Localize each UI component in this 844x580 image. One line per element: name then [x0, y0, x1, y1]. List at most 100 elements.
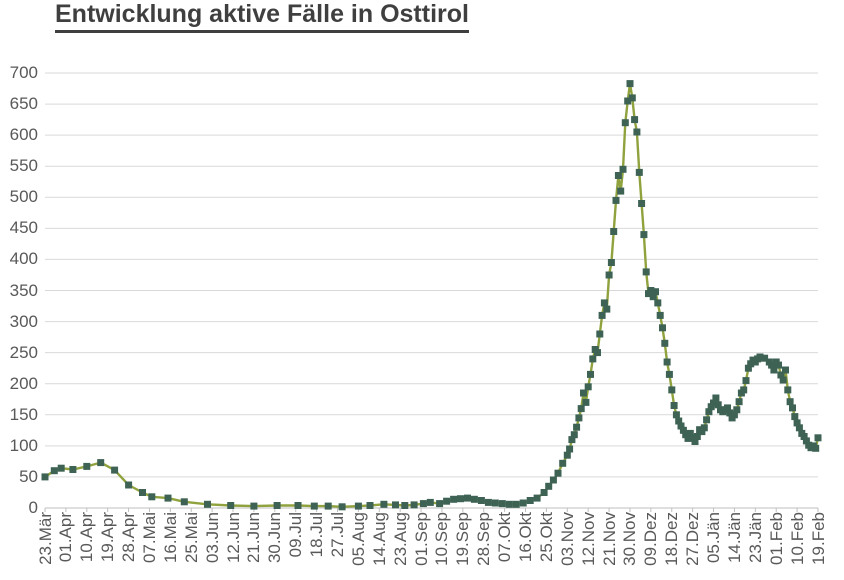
data-point-marker [294, 502, 302, 509]
data-point-marker [540, 489, 548, 496]
x-tick-label: 27.Jul [327, 512, 347, 558]
data-point-marker [577, 405, 585, 413]
data-point-marker [273, 502, 281, 509]
data-point-marker [663, 358, 671, 366]
data-point-marker [180, 498, 188, 506]
data-point-marker [712, 394, 720, 402]
data-point-marker [584, 383, 592, 391]
data-point-marker [563, 451, 571, 459]
data-point-marker [779, 376, 787, 384]
data-point-marker [795, 424, 803, 432]
data-point-marker [735, 398, 743, 406]
data-point-marker [410, 501, 418, 509]
data-point-marker [50, 467, 58, 475]
data-point-marker [125, 481, 133, 489]
data-point-marker [786, 398, 794, 406]
data-point-marker [111, 466, 119, 474]
data-point-marker [443, 497, 451, 505]
y-tick-label: 500 [9, 187, 38, 207]
data-point-marker [633, 128, 641, 136]
data-point-marker [139, 489, 146, 496]
data-point-marker [366, 502, 374, 509]
data-point-marker [324, 502, 332, 510]
data-point-marker [69, 466, 77, 473]
x-tick-label: 09.Jul [286, 512, 306, 558]
data-point-marker [635, 168, 643, 176]
data-point-marker [714, 401, 722, 409]
x-tick-label: 10.Apr [77, 512, 97, 563]
data-point-marker [802, 437, 810, 445]
data-point-marker [380, 500, 388, 508]
x-tick-label: 10.Feb [787, 512, 807, 565]
gridlines [45, 72, 818, 478]
data-point-marker [647, 287, 655, 294]
data-point-marker [661, 339, 669, 347]
data-point-marker [457, 495, 464, 503]
data-point-marker [689, 434, 697, 442]
data-point-marker [97, 459, 105, 467]
data-point-marker [770, 366, 778, 374]
y-tick-label: 250 [9, 342, 38, 362]
data-point-marker [705, 408, 713, 416]
data-point-marker [477, 497, 485, 504]
data-point-marker [677, 422, 685, 430]
data-point-marker [742, 377, 750, 385]
x-tick-label: 14.Aug [369, 512, 389, 566]
data-point-marker [57, 464, 65, 472]
data-point-marker [575, 414, 583, 422]
data-point-marker [549, 476, 557, 484]
x-tick-label: 30.Jun [265, 512, 285, 564]
y-tick-label: 450 [9, 218, 38, 238]
data-point-marker [533, 494, 541, 502]
y-tick-label: 650 [9, 94, 38, 114]
data-point-marker [554, 469, 562, 477]
data-point-marker [761, 354, 769, 362]
data-point-marker [782, 366, 789, 374]
data-point-marker [526, 497, 534, 504]
y-tick-label: 200 [9, 373, 38, 393]
y-tick-label: 0 [28, 498, 38, 517]
data-point-marker [426, 498, 434, 506]
data-point-marker [768, 361, 776, 369]
data-point-marker [617, 187, 625, 195]
x-tick-label: 21.Jun [244, 512, 264, 564]
data-point-marker [354, 502, 362, 510]
x-tick-label: 23.Mär [35, 512, 55, 565]
data-point-marker [700, 424, 708, 432]
data-point-marker [250, 502, 258, 510]
data-point-marker [614, 172, 622, 179]
data-point-marker [686, 429, 694, 437]
x-tick-label: 03.Nov [557, 512, 577, 566]
x-tick-label: 28.Sep [474, 512, 494, 566]
data-point-marker [724, 404, 731, 412]
y-tick-label: 550 [9, 156, 38, 176]
data-point-marker [545, 482, 553, 490]
x-tick-label: 12.Nov [578, 512, 598, 566]
y-tick-label: 100 [9, 435, 38, 455]
data-point-marker [679, 426, 687, 434]
data-point-marker [392, 501, 399, 509]
data-point-marker [747, 360, 755, 368]
data-point-marker [733, 406, 741, 414]
x-tick-label: 01.Apr [56, 512, 76, 563]
data-point-marker [631, 116, 639, 124]
data-point-marker [698, 428, 706, 436]
data-point-marker [436, 500, 444, 508]
data-point-marker [626, 80, 634, 88]
x-tick-label: 05.Jän [704, 512, 724, 564]
data-point-marker [568, 436, 576, 444]
data-point-marker [596, 330, 604, 338]
x-tick-label: 03.Jun [202, 512, 222, 564]
y-tick-label: 350 [9, 280, 38, 300]
data-point-marker [814, 434, 822, 442]
data-point-marker [498, 500, 506, 508]
data-point-marker [594, 349, 601, 357]
data-point-marker [710, 399, 717, 407]
data-point-marker [740, 386, 748, 394]
x-tick-label: 30.Nov [620, 512, 640, 566]
data-point-marker [675, 417, 683, 425]
x-tick-label: 10.Sep [432, 512, 452, 566]
data-point-marker [450, 495, 458, 503]
x-tick-label: 28.Apr [119, 512, 139, 563]
